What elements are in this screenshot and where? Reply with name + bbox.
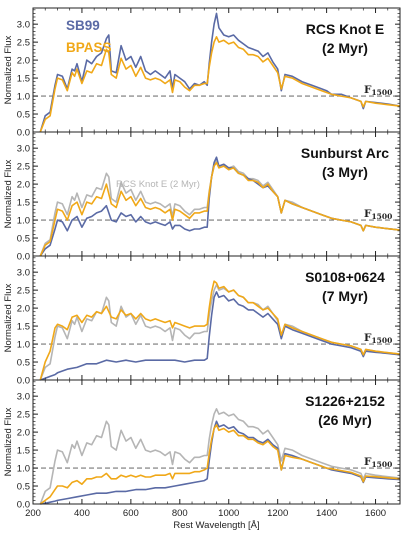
- x-tick-label: 800: [172, 508, 188, 519]
- y-tick-label: 1.5: [17, 321, 30, 332]
- series-line-bpass: [39, 280, 401, 381]
- y-tick-label: 1.0: [17, 339, 30, 350]
- y-tick-label: 1.5: [17, 73, 30, 84]
- y-axis-label: Normalized Flux: [3, 407, 14, 476]
- panel-subtitle: (3 Myr): [322, 164, 368, 180]
- series-line-bpass: [39, 424, 401, 505]
- panel-subtitle: (26 Myr): [318, 412, 372, 428]
- y-tick-label: 0.5: [17, 233, 30, 244]
- x-tick-label: 1600: [365, 508, 386, 519]
- series-line-sb99: [39, 12, 401, 133]
- reference-label: RCS Knot E (2 Myr): [116, 179, 200, 190]
- y-tick-label: 2.0: [17, 179, 30, 190]
- y-tick-label: 0.5: [17, 357, 30, 368]
- y-tick-label: 2.0: [17, 55, 30, 66]
- y-tick-label: 1.0: [17, 91, 30, 102]
- y-tick-label: 2.5: [17, 285, 30, 296]
- y-tick-label: 2.0: [17, 303, 30, 314]
- y-tick-label: 1.0: [17, 463, 30, 474]
- y-tick-label: 0.0: [17, 251, 30, 262]
- series-line-sb99: [40, 291, 401, 381]
- panel-title: S1226+2152: [305, 393, 385, 409]
- y-tick-label: 0.0: [17, 127, 30, 138]
- x-tick-label: 1200: [267, 508, 288, 519]
- x-axis-label: Rest Wavelength [Å]: [173, 520, 259, 531]
- x-tick-label: 1000: [218, 508, 239, 519]
- x-tick-label: 1400: [316, 508, 337, 519]
- series-line-sb99: [40, 420, 401, 505]
- y-tick-label: 1.0: [17, 215, 30, 226]
- legend-sb99: SB99: [66, 18, 100, 33]
- panel-title: RCS Knot E: [306, 21, 385, 37]
- y-tick-label: 0.0: [17, 499, 30, 510]
- y-tick-label: 2.0: [17, 427, 30, 438]
- y-tick-label: 3.0: [17, 19, 30, 30]
- panel-subtitle: (2 Myr): [322, 40, 368, 56]
- y-tick-label: 2.5: [17, 37, 30, 48]
- y-axis-label: Normalized Flux: [3, 159, 14, 228]
- y-tick-label: 0.5: [17, 109, 30, 120]
- series-line-bpass: [39, 161, 401, 257]
- f1500-marker: F1500: [364, 456, 392, 469]
- y-tick-label: 2.5: [17, 409, 30, 420]
- panel-subtitle: (7 Myr): [322, 288, 368, 304]
- y-tick-label: 3.0: [17, 267, 30, 278]
- f1500-marker: F1500: [364, 84, 392, 97]
- y-tick-label: 0.0: [17, 375, 30, 386]
- series-line-rcs-knot-e-2-myr-: [39, 407, 401, 505]
- y-axis-label: Normalized Flux: [3, 35, 14, 104]
- panel-title: S0108+0624: [305, 269, 385, 285]
- y-tick-label: 2.5: [17, 161, 30, 172]
- y-tick-label: 3.0: [17, 391, 30, 402]
- y-tick-label: 0.5: [17, 481, 30, 492]
- x-tick-label: 400: [74, 508, 90, 519]
- y-tick-label: 3.0: [17, 143, 30, 154]
- series-line-bpass: [39, 35, 401, 133]
- x-tick-label: 600: [123, 508, 139, 519]
- f1500-marker: F1500: [364, 208, 392, 221]
- legend-bpass: BPASS: [66, 40, 112, 55]
- y-tick-label: 1.5: [17, 445, 30, 456]
- y-tick-label: 1.5: [17, 197, 30, 208]
- panel-title: Sunburst Arc: [301, 145, 389, 161]
- x-tick-label: 200: [25, 508, 41, 519]
- y-axis-label: Normalized Flux: [3, 283, 14, 352]
- f1500-marker: F1500: [364, 332, 392, 345]
